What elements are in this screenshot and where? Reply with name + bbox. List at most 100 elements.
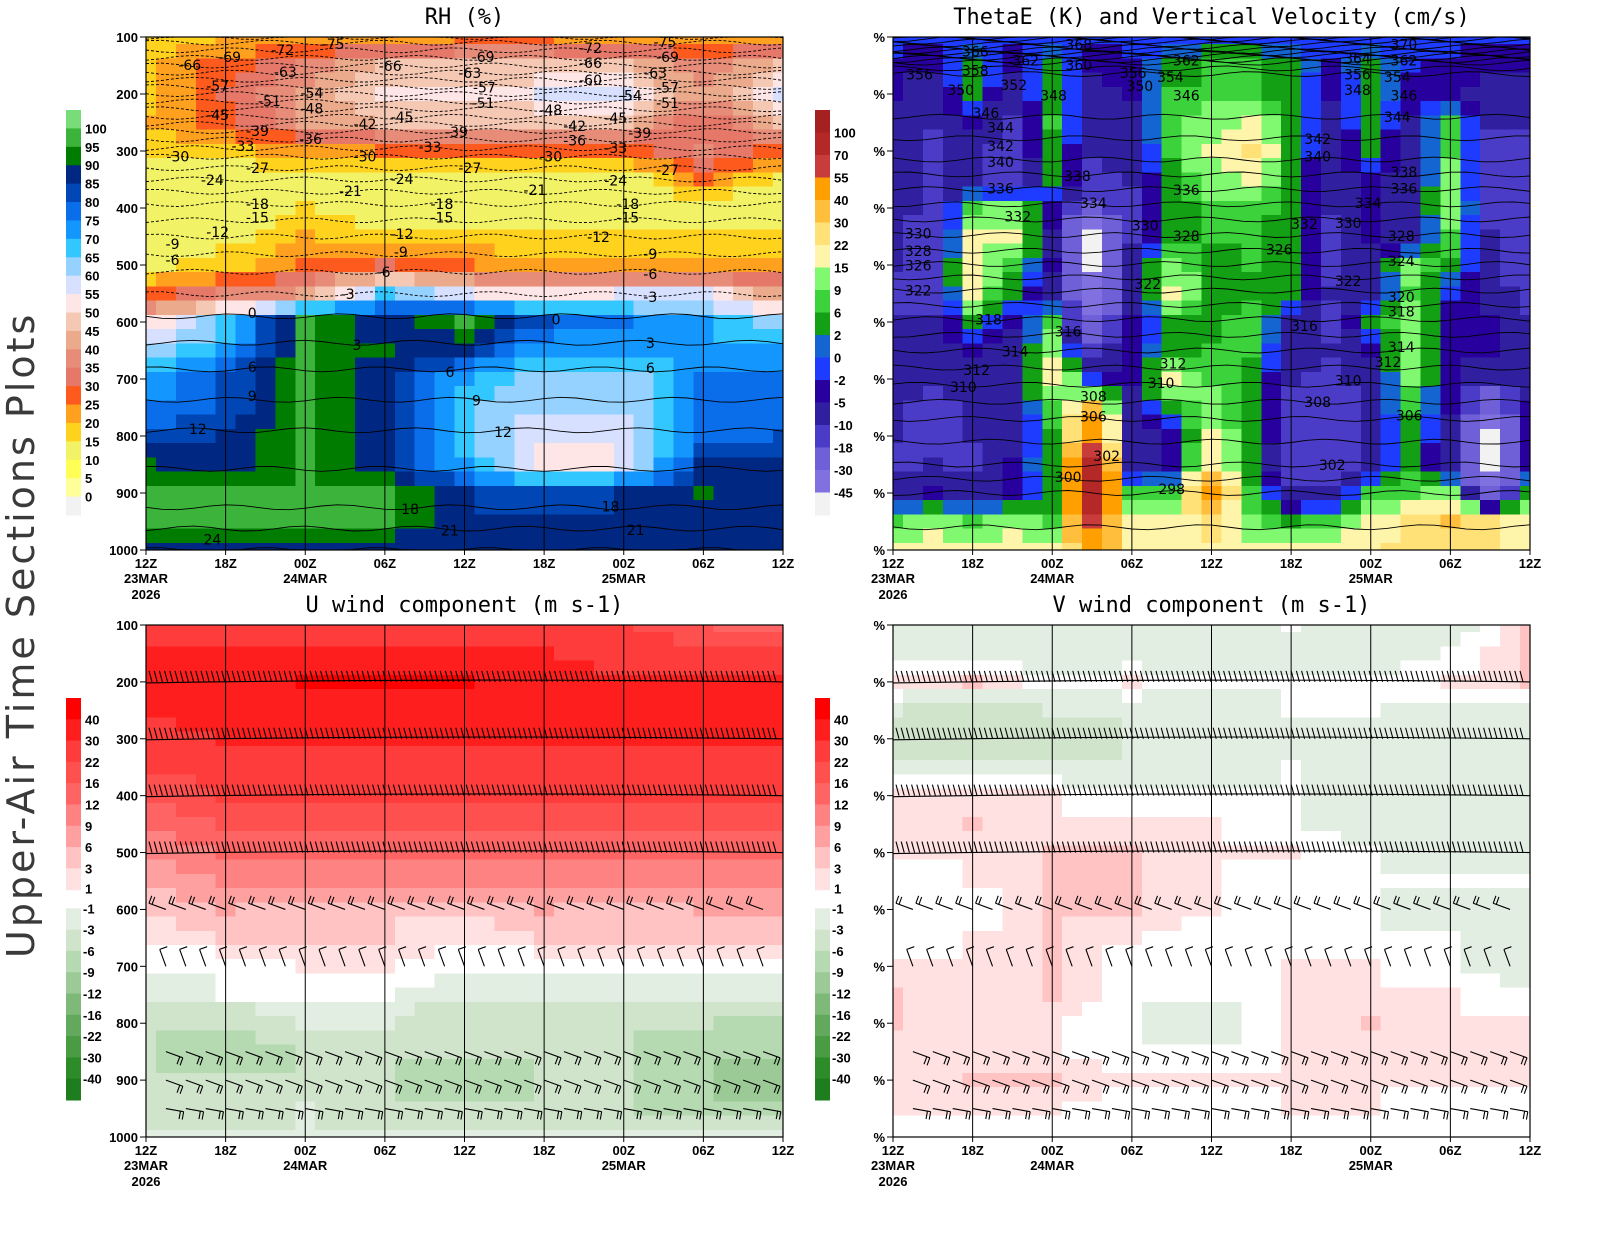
thetae-fill-cell [1340,400,1362,416]
u-fill-cell [335,930,356,946]
thetae-fill-cell [1420,500,1441,515]
wind-barb-flag [262,727,267,739]
wind-barb-flag [318,1057,323,1066]
u-fill-cell [146,625,157,633]
colorbar-swatch [66,183,81,203]
wind-barb-flag [496,670,501,683]
rh-fill-cell [315,514,336,530]
thetae-fill-cell [1082,314,1103,330]
u-fill-cell [733,873,754,889]
wind-barb-flag [678,784,683,796]
wind-barb-flag [574,784,579,796]
wind-barb-flag [190,670,195,683]
rh-fill-cell [514,542,535,551]
wind-barb-flag [512,841,517,853]
thetae-fill-cell [1301,86,1322,102]
wind-barb-flag [751,841,756,853]
wind-barb-flag [495,1056,499,1065]
rh-fill-cell [335,115,356,131]
thetae-fill-cell [1261,329,1282,344]
u-fill-cell [753,1087,774,1102]
rh-fill-cell [355,86,376,102]
u-fill-cell [713,831,734,846]
u-fill-cell [733,717,754,733]
u-fill-cell [175,1001,197,1017]
thetae-fill-cell [903,172,924,188]
thetae-fill-cell [1062,129,1083,145]
rh-contour-label: -30 [539,150,562,166]
u-fill-cell [146,831,157,846]
u-fill-cell [494,1030,515,1046]
wind-barb-flag [199,946,208,950]
thetae-fill-cell [1241,428,1262,444]
rh-fill-cell [235,172,257,188]
thetae-fill-cell [1161,215,1183,230]
wind-barb-flag [179,841,184,853]
thetae-fill-cell [1102,101,1123,116]
u-fill-cell [255,1030,276,1046]
u-fill-cell [335,625,356,633]
u-fill-cell [255,717,276,733]
wind-barb-flag [554,1056,559,1065]
wind-barb-flag [517,1057,522,1066]
rh-fill-cell [593,272,615,287]
wind-barb-flag [694,784,699,796]
wind-barb-flag [609,896,614,905]
u-fill-cell [514,1030,535,1046]
rh-fill-cell [355,414,376,430]
thetae-fill-cell [1520,58,1531,74]
thetae-fill-cell [1261,400,1282,416]
rh-fill-cell [156,129,177,145]
rh-fill-cell [713,243,734,259]
thetae-fill-cell [1480,400,1501,416]
rh-fill-cell [593,186,615,202]
colorbar-label: 10 [85,453,99,468]
rh-fill-cell [315,314,336,330]
u-fill-cell [753,1030,774,1046]
wind-barb-flag [216,841,221,853]
rh-fill-cell [275,314,296,330]
u-fill-cell [335,1058,356,1074]
rh-fill-cell [653,443,675,458]
rh-fill-cell [494,329,515,344]
rh-fill-cell [773,115,784,131]
rh-fill-cell [713,443,734,458]
wind-barb-flag [262,670,267,683]
u-fill-cell [474,930,495,946]
rh-fill-cell [773,514,784,530]
u-fill-cell [156,1129,177,1138]
thetae-fill-cell [1340,215,1362,230]
thetae-fill-cell [1102,428,1123,444]
wind-barb-flag [276,1056,280,1065]
rh-contour-line [145,201,784,207]
rh-fill-cell [156,357,177,373]
u-fill-cell [414,625,436,633]
rh-contour-label: -9 [394,245,408,261]
wind-barb-flag [634,1056,639,1065]
rh-fill-cell [733,371,754,387]
wind-barb-flag [231,727,236,739]
u-fill-cell [733,1030,754,1046]
u-fill-cell [335,845,356,861]
u-fill-cell [474,845,495,861]
u-fill-cell [713,1058,734,1074]
u-fill-cell [554,731,575,747]
wind-barb-flag [450,896,454,905]
u-fill-cell [235,1030,257,1046]
u-fill-cell [355,717,376,733]
wind-barb-flag [663,727,668,739]
wind-barb-flag [617,1086,622,1094]
thetae-fill-cell [1141,300,1163,316]
thetae-fill-cell [1340,158,1362,173]
wind-barb-flag [621,670,626,683]
wind-barb-flag [762,670,767,683]
u-fill-cell [146,987,157,1003]
rh-fill-cell [175,428,197,444]
u-fill-cell [713,703,734,718]
thetae-fill-cell [922,500,944,515]
thetae-contour-label: 350 [947,83,974,99]
u-fill-cell [733,1058,754,1074]
thetae-fill-cell [1241,72,1262,88]
u-fill-cell [255,731,276,747]
u-fill-cell [156,760,177,775]
